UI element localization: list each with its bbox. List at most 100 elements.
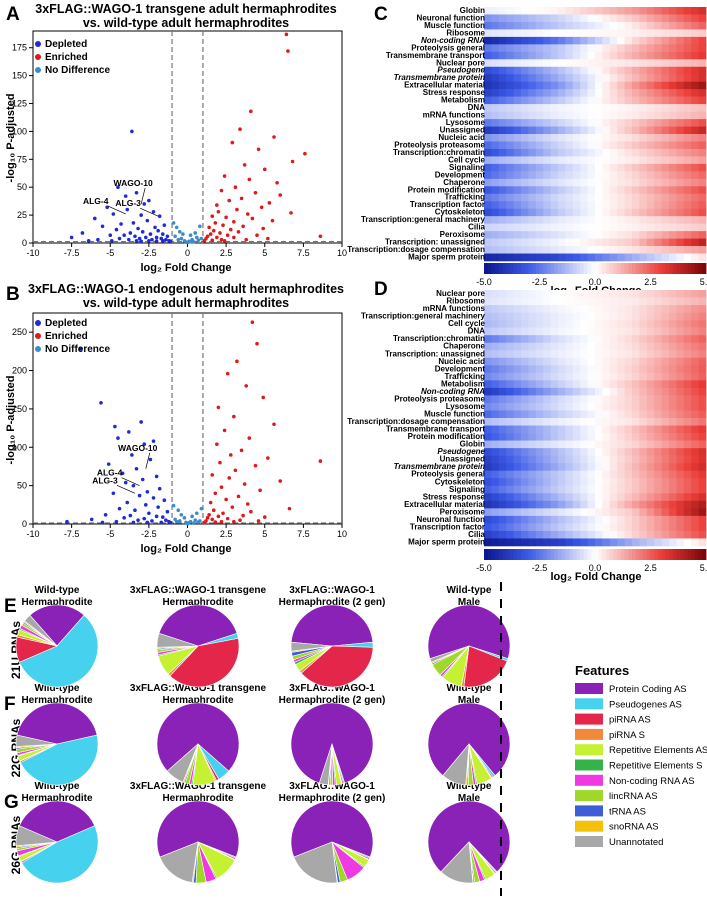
pie-slice bbox=[156, 702, 240, 772]
heatmap-cell bbox=[535, 530, 544, 539]
pie-slice bbox=[427, 702, 511, 777]
heatmap-cell bbox=[506, 320, 514, 328]
heatmap-cell bbox=[609, 89, 618, 97]
heatmap-cell bbox=[632, 208, 640, 217]
heatmap-cell bbox=[498, 201, 507, 210]
heatmap-cell bbox=[521, 350, 529, 359]
heatmap-cell bbox=[528, 231, 537, 239]
heatmap-cell bbox=[602, 297, 611, 306]
heatmap-cell bbox=[595, 7, 603, 15]
point-enriched bbox=[262, 167, 267, 172]
heatmap-cell bbox=[506, 387, 514, 396]
heatmap-cell bbox=[587, 418, 596, 426]
heatmap-cell bbox=[484, 387, 492, 396]
heatmap-cell bbox=[498, 463, 507, 472]
point-enriched bbox=[216, 209, 221, 214]
annotation-label: ALG-3 bbox=[92, 475, 118, 485]
heatmap-cell bbox=[580, 171, 588, 180]
heatmap-cell bbox=[498, 327, 507, 336]
heatmap-cell bbox=[595, 238, 603, 247]
legend-depleted-label: Depleted bbox=[45, 318, 87, 329]
heatmap-cell bbox=[683, 96, 692, 105]
heatmap-cell bbox=[691, 134, 699, 142]
features-legend-swatch bbox=[575, 774, 603, 786]
heatmap-cell bbox=[676, 51, 685, 60]
heatmap-cell bbox=[543, 320, 551, 328]
heatmap-cell bbox=[558, 178, 566, 187]
heatmap-row-label: Transcription: unassigned bbox=[385, 349, 485, 358]
heatmap-row-label: Transcription:dosage compensation bbox=[347, 245, 485, 254]
heatmap-cell bbox=[587, 66, 596, 75]
heatmap-cell bbox=[565, 238, 574, 247]
heatmap-cell bbox=[661, 350, 670, 359]
heatmap-row-label: Transcription:general machinery bbox=[361, 215, 486, 224]
heatmap-cell bbox=[691, 156, 699, 165]
heatmap-row bbox=[484, 44, 707, 53]
heatmap-cell bbox=[669, 81, 677, 90]
colorbar-segment bbox=[484, 263, 489, 274]
colorbar-segment bbox=[702, 549, 707, 560]
heatmap-cell bbox=[558, 372, 566, 381]
heatmap-cell bbox=[639, 305, 648, 313]
heatmap-cell bbox=[609, 29, 618, 38]
heatmap-cell bbox=[654, 14, 662, 23]
heatmap-cell bbox=[572, 297, 581, 306]
heatmap-row bbox=[484, 126, 707, 135]
heatmap-cell bbox=[698, 29, 707, 38]
heatmap-cell bbox=[646, 156, 655, 165]
heatmap-cell bbox=[661, 134, 670, 142]
heatmap-cell bbox=[595, 89, 603, 97]
colorbar-segment bbox=[635, 263, 640, 274]
heatmap-row-label: mRNA functions bbox=[423, 111, 486, 120]
heatmap-cell bbox=[639, 193, 648, 202]
heatmap-cell bbox=[683, 478, 692, 487]
heatmap-cell bbox=[498, 216, 507, 224]
heatmap-cell bbox=[595, 508, 603, 517]
heatmap-cell bbox=[639, 246, 648, 254]
heatmap-cell bbox=[617, 156, 625, 165]
heatmap-cell bbox=[550, 350, 559, 359]
heatmap-cell bbox=[498, 448, 507, 456]
heatmap-cell bbox=[506, 134, 514, 142]
features-legend-swatch bbox=[575, 728, 603, 740]
heatmap-cell bbox=[683, 208, 692, 217]
heatmap-cell bbox=[691, 148, 699, 157]
heatmap-cell bbox=[654, 515, 662, 524]
heatmap-cell bbox=[661, 500, 670, 509]
heatmap-cell bbox=[506, 478, 514, 487]
heatmap-row-label: Lysosome bbox=[446, 118, 486, 127]
heatmap-cell bbox=[602, 320, 611, 328]
heatmap-cell bbox=[654, 418, 662, 426]
heatmap-cell bbox=[491, 402, 500, 411]
colorbar-segment bbox=[691, 263, 696, 274]
pie-column-subtitle: Hermaphrodite (2 gen) bbox=[279, 695, 386, 706]
heatmap-cell bbox=[691, 493, 699, 502]
heatmap-cell bbox=[484, 59, 492, 68]
heatmap-cell bbox=[513, 470, 522, 479]
heatmap-cell bbox=[683, 387, 692, 396]
pie-column-subtitle: Hermaphrodite (2 gen) bbox=[279, 793, 386, 804]
heatmap-cell bbox=[587, 425, 596, 434]
heatmap-cell bbox=[484, 342, 492, 351]
point-depleted bbox=[117, 506, 122, 511]
heatmap-cell bbox=[646, 66, 655, 75]
heatmap-cell bbox=[691, 238, 699, 247]
heatmap-cell bbox=[632, 126, 640, 135]
heatmap-cell bbox=[661, 335, 670, 344]
heatmap-cell bbox=[609, 7, 618, 15]
heatmap-cell bbox=[698, 410, 707, 419]
heatmap-cell bbox=[506, 493, 514, 502]
heatmap-row-label: Chaperone bbox=[443, 342, 485, 351]
heatmap-cell bbox=[506, 89, 514, 97]
heatmap-cell bbox=[565, 193, 574, 202]
heatmap-cell bbox=[617, 14, 625, 23]
heatmap-cell bbox=[661, 186, 670, 195]
heatmap-cell bbox=[558, 89, 566, 97]
y-tick-label: 100 bbox=[12, 126, 27, 136]
heatmap-cell bbox=[624, 96, 633, 105]
heatmap-cell bbox=[691, 440, 699, 449]
heatmap-cell bbox=[543, 402, 551, 411]
heatmap-cell bbox=[491, 216, 500, 224]
heatmap-cell bbox=[617, 538, 625, 547]
